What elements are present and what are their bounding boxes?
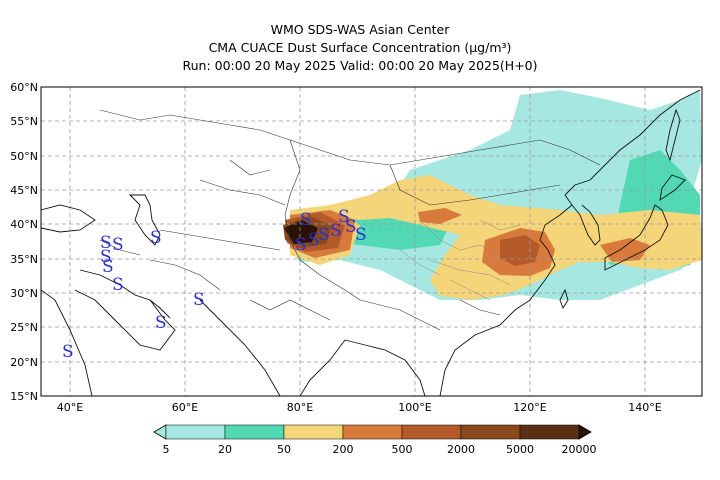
storm-marker: S	[155, 313, 167, 333]
lon-tick-label: 100°E	[398, 401, 431, 414]
lat-tick-label: 50°N	[10, 150, 38, 163]
storm-marker: S	[300, 210, 312, 230]
storm-marker: S	[112, 235, 124, 255]
coastlines	[41, 89, 701, 396]
colorbar-label: 5	[163, 443, 170, 456]
colorbar-segment	[401, 424, 462, 440]
lat-tick-label: 15°N	[10, 390, 38, 403]
colorbar-label: 20	[218, 443, 232, 456]
colorbar-label: 5000	[506, 443, 534, 456]
lon-tick-label: 140°E	[628, 401, 661, 414]
colorbar-label: 500	[392, 443, 413, 456]
lon-tick-label: 120°E	[513, 401, 546, 414]
storm-marker: S	[338, 207, 350, 227]
storm-marker: S	[318, 225, 330, 245]
lat-axis: 15°N 20°N 25°N 30°N 35°N 40°N 45°N 50°N …	[10, 81, 38, 403]
colorbar-label: 2000	[447, 443, 475, 456]
storm-marker: S	[355, 225, 367, 245]
colorbar-segment	[519, 424, 580, 440]
colorbar: 5 20 50 200 500 2000 5000 20000	[153, 424, 597, 456]
lon-axis: 40°E 60°E 80°E 100°E 120°E 140°E	[57, 401, 662, 414]
lat-tick-label: 35°N	[10, 253, 38, 266]
storm-marker: S	[345, 217, 357, 237]
lat-tick-label: 40°N	[10, 218, 38, 231]
title-run-valid: Run: 00:00 20 May 2025 Valid: 00:00 20 M…	[182, 58, 538, 73]
storm-marker: S	[330, 221, 342, 241]
storm-marker: S	[100, 233, 112, 253]
lat-tick-label: 30°N	[10, 287, 38, 300]
storm-marker: S	[193, 290, 205, 310]
lon-tick-label: 40°E	[57, 401, 83, 414]
storm-marker: S	[150, 228, 162, 248]
country-borders	[99, 109, 601, 331]
colorbar-segment	[224, 424, 285, 440]
lat-tick-label: 45°N	[10, 184, 38, 197]
province-borders	[399, 219, 521, 301]
lat-tick-label: 55°N	[10, 115, 38, 128]
dust-layer-5000-20000	[284, 220, 318, 244]
lat-tick-label: 60°N	[10, 81, 38, 94]
storm-marker: S	[308, 230, 320, 250]
colorbar-label: 50	[277, 443, 291, 456]
lat-tick-label: 20°N	[10, 356, 38, 369]
colorbar-max-arrow	[578, 424, 592, 440]
storm-marker: S	[100, 247, 112, 267]
map-frame	[40, 86, 703, 397]
colorbar-min-arrow	[153, 424, 167, 440]
colorbar-segment	[460, 424, 521, 440]
lon-tick-label: 80°E	[287, 401, 313, 414]
colorbar-label: 200	[333, 443, 354, 456]
dust-storm-markers: S S S S S S S S S S S S S S S S S	[62, 207, 367, 362]
title-center: WMO SDS-WAS Asian Center	[270, 22, 450, 37]
storm-marker: S	[62, 342, 74, 362]
colorbar-segment	[283, 424, 344, 440]
graticule	[41, 87, 702, 396]
storm-marker: S	[102, 257, 114, 277]
colorbar-segment	[165, 424, 226, 440]
colorbar-segment	[342, 424, 403, 440]
storm-marker: S	[112, 275, 124, 295]
colorbar-label: 20000	[562, 443, 597, 456]
lon-tick-label: 60°E	[172, 401, 198, 414]
storm-marker: S	[295, 235, 307, 255]
lat-tick-label: 25°N	[10, 321, 38, 334]
title-product: CMA CUACE Dust Surface Concentration (μg…	[208, 40, 512, 55]
